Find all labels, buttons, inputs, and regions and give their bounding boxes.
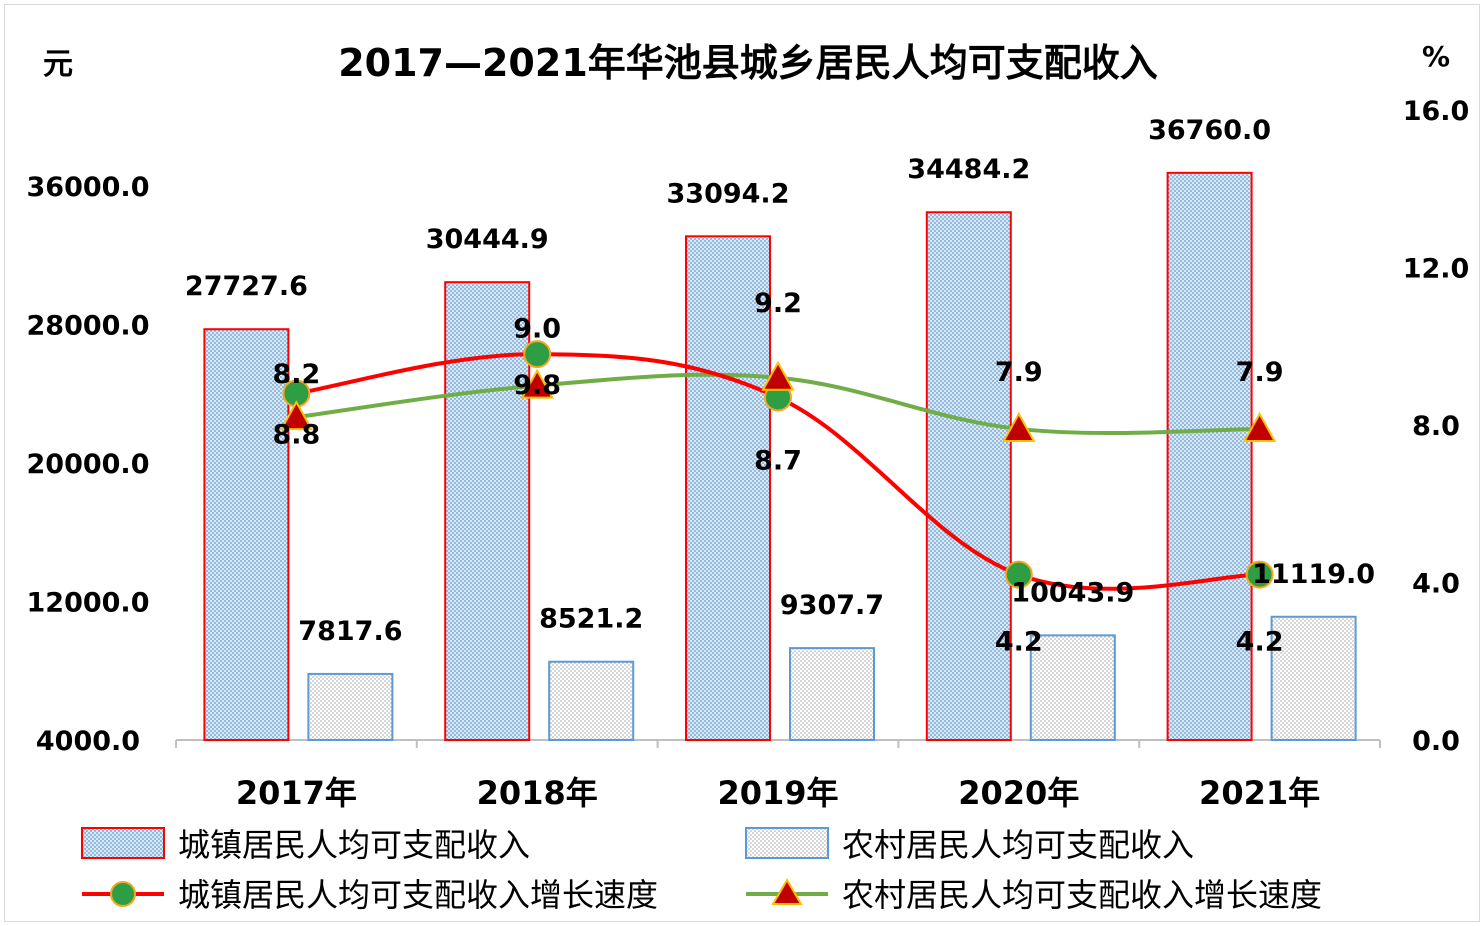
left-axis-unit: 元: [43, 47, 73, 82]
legend-label-urban-growth: 城镇居民人均可支配收入增长速度: [178, 876, 658, 914]
bar-rural-income: [1029, 634, 1116, 742]
legend-marker-urban-growth: [110, 881, 136, 907]
data-label-rural-growth: 9.0: [513, 314, 561, 345]
data-label-urban-growth: 8.7: [754, 445, 802, 476]
data-label-urban-income: 27727.6: [185, 271, 308, 302]
data-label-rural-growth: 7.9: [995, 357, 1043, 388]
right-axis-tick: 0.0: [1412, 726, 1460, 757]
data-label-urban-growth: 4.2: [1236, 627, 1284, 658]
plot-area: 36000.0 28000.0 20000.0 12000.0 4000.0 16.0 12…: [27, 96, 1470, 812]
bar-urban-income: [685, 235, 771, 741]
bar-rural-income: [1270, 615, 1357, 742]
data-label-rural-income: 8521.2: [539, 604, 643, 635]
marker-urban-growth: [1245, 560, 1274, 589]
marker-urban-growth: [1004, 560, 1033, 589]
legend-label-urban-income: 城镇居民人均可支配收入: [178, 826, 530, 864]
right-axis-tick: 12.0: [1403, 254, 1470, 285]
marker-rural-growth: [520, 368, 554, 399]
data-label-rural-income: 10043.9: [1011, 577, 1134, 608]
x-axis-label: 2017年: [236, 774, 357, 812]
data-label-rural-income: 9307.7: [780, 590, 884, 621]
x-axis-label: 2019年: [717, 774, 838, 812]
left-axis-tick: 20000.0: [27, 449, 150, 480]
right-axis-tick: 16.0: [1403, 96, 1470, 127]
x-axis-label: 2021年: [1199, 774, 1320, 812]
data-label-rural-income: 7817.6: [298, 616, 402, 647]
left-axis-tick: 36000.0: [27, 172, 150, 203]
data-label-urban-income: 36760.0: [1148, 115, 1271, 146]
data-label-rural-income: 11119.0: [1252, 559, 1375, 590]
data-label-rural-growth: 9.2: [754, 288, 802, 319]
data-label-urban-income: 33094.2: [667, 178, 790, 209]
right-axis-tick: 4.0: [1412, 569, 1460, 600]
data-label-urban-growth: 8.8: [272, 420, 320, 451]
marker-rural-growth: [761, 360, 795, 391]
x-axis-label: 2018年: [477, 774, 598, 812]
bar-urban-income: [1166, 171, 1253, 741]
legend-label-rural-growth: 农村居民人均可支配收入增长速度: [842, 876, 1322, 914]
bar-rural-income: [789, 647, 875, 742]
data-label-rural-growth: 8.2: [272, 359, 320, 390]
marker-rural-growth: [1002, 411, 1036, 442]
data-label-rural-growth: 7.9: [1236, 357, 1284, 388]
marker-urban-growth: [523, 340, 552, 369]
data-label-urban-income: 30444.9: [426, 224, 549, 255]
data-label-urban-growth: 9.8: [513, 370, 561, 401]
left-axis-tick: 12000.0: [27, 588, 150, 619]
x-axis-label: 2020年: [958, 774, 1079, 812]
data-label-urban-income: 34484.2: [907, 154, 1030, 185]
chart-title: 2017—2021年华池县城乡居民人均可支配收入: [338, 41, 1158, 85]
legend-swatch-urban-income: [81, 827, 165, 859]
marker-rural-growth: [1242, 411, 1277, 442]
chart-frame: [4, 4, 1480, 922]
left-axis-tick: 4000.0: [36, 726, 140, 757]
bar-rural-income: [548, 660, 635, 742]
right-axis-unit: %: [1422, 40, 1450, 73]
bar-urban-income: [444, 281, 531, 741]
left-axis-tick: 28000.0: [27, 311, 150, 342]
data-label-urban-growth: 4.2: [995, 627, 1043, 658]
legend-swatch-rural-income: [745, 827, 829, 859]
legend-marker-rural-growth: [771, 878, 803, 905]
bar-urban-income: [203, 328, 290, 741]
right-axis-tick: 8.0: [1412, 411, 1460, 442]
marker-rural-growth: [279, 400, 314, 431]
legend-label-rural-income: 农村居民人均可支配收入: [842, 826, 1194, 864]
bar-urban-income: [925, 211, 1012, 741]
bar-rural-income: [307, 672, 394, 741]
